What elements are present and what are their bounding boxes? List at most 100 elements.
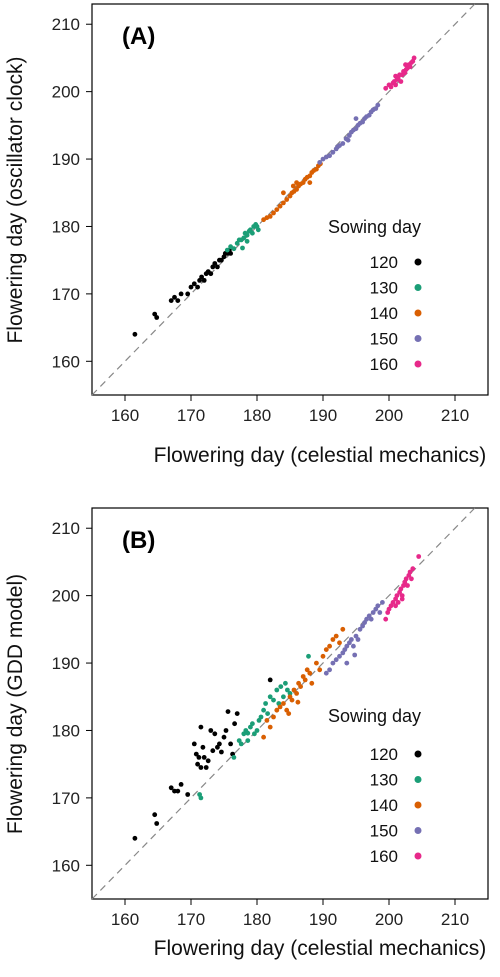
data-point [132,835,138,841]
data-point [261,707,266,713]
data-point [208,728,214,733]
data-point [200,744,206,750]
data-point [309,680,315,686]
plot-frame [91,3,489,396]
data-point [337,653,342,659]
legend-marker [414,284,422,291]
data-point [274,687,280,693]
data-point [344,660,350,666]
data-point [199,274,205,280]
data-point [357,626,363,632]
data-point [264,718,270,723]
data-point [416,554,422,559]
data-point [205,758,211,764]
data-point [317,667,323,673]
data-point [215,264,220,270]
data-point [352,652,358,658]
x-tick-label: 170 [177,910,205,929]
y-tick-label: 200 [52,83,80,102]
plot-frame [91,507,489,900]
data-point [245,730,251,736]
legend-marker [414,335,422,342]
data-point [281,190,286,196]
data-point [355,637,361,642]
x-tick-label: 200 [375,910,403,929]
data-point [287,691,293,696]
data-point [250,721,255,727]
data-point [399,596,405,602]
panel-a: 160 170 180 190 200 210 160 170 180 190 200 210 Flow… [4,3,489,467]
data-point [286,711,292,716]
x-tick-label: 190 [309,406,337,425]
data-point [330,637,336,642]
data-point [390,600,396,605]
data-point [178,291,184,297]
legend-label: 150 [370,822,398,841]
data-point [327,667,332,673]
data-point [277,203,283,209]
data-point [267,214,273,219]
data-point [375,102,381,108]
data-point [261,734,266,740]
data-point [391,79,397,84]
data-point [271,714,276,720]
data-point [245,738,251,743]
data-point [274,707,280,713]
y-tick-label: 190 [52,654,80,673]
data-point [208,271,214,277]
data-point [244,238,250,244]
legend-label: 130 [370,279,398,298]
x-axis-title: Flowering day (celestial mechanics) [154,937,487,960]
data-point [330,660,336,666]
data-point [405,583,410,588]
data-point [335,144,340,150]
data-point [265,711,270,716]
data-point [210,748,216,754]
data-point [198,765,204,770]
data-point [274,207,280,213]
legend: Sowing day 120 130 140 150 160 [328,217,422,374]
data-point [295,699,301,705]
data-point [267,694,273,700]
data-point [195,284,201,290]
legend-title: Sowing day [328,217,421,237]
data-point [409,576,414,582]
legend-label: 140 [370,796,398,815]
panel-label: (B) [122,527,155,554]
data-point [252,731,257,737]
data-point [132,331,138,337]
data-point [271,210,276,216]
legend-label: 140 [370,304,398,323]
y-tick-label: 170 [52,789,80,808]
data-point [221,734,227,740]
data-point [225,709,231,714]
data-point [281,200,286,206]
data-point [168,298,174,303]
data-point [403,62,408,68]
y-tick-label: 160 [52,352,80,371]
legend-label: 160 [370,355,398,374]
data-point [234,711,240,716]
legend-label: 120 [370,253,398,272]
data-point [407,64,413,70]
data-point [198,795,204,801]
data-point [240,245,245,251]
data-point [327,153,332,159]
x-tick-label: 210 [441,406,469,425]
data-point [238,741,244,747]
legend: Sowing day 120 130 140 150 160 [328,706,422,866]
data-point [307,670,313,676]
data-point [395,600,401,605]
data-point [250,230,255,236]
data-point [281,701,286,706]
data-point [349,637,354,642]
data-point [298,684,303,689]
data-point [223,728,229,733]
x-tick-label: 170 [177,406,205,425]
y-tick-label: 200 [52,587,80,606]
data-point [278,684,284,689]
data-point [188,284,194,290]
x-tick-label: 190 [309,910,337,929]
x-tick-label: 160 [111,910,139,929]
data-point [172,788,177,794]
